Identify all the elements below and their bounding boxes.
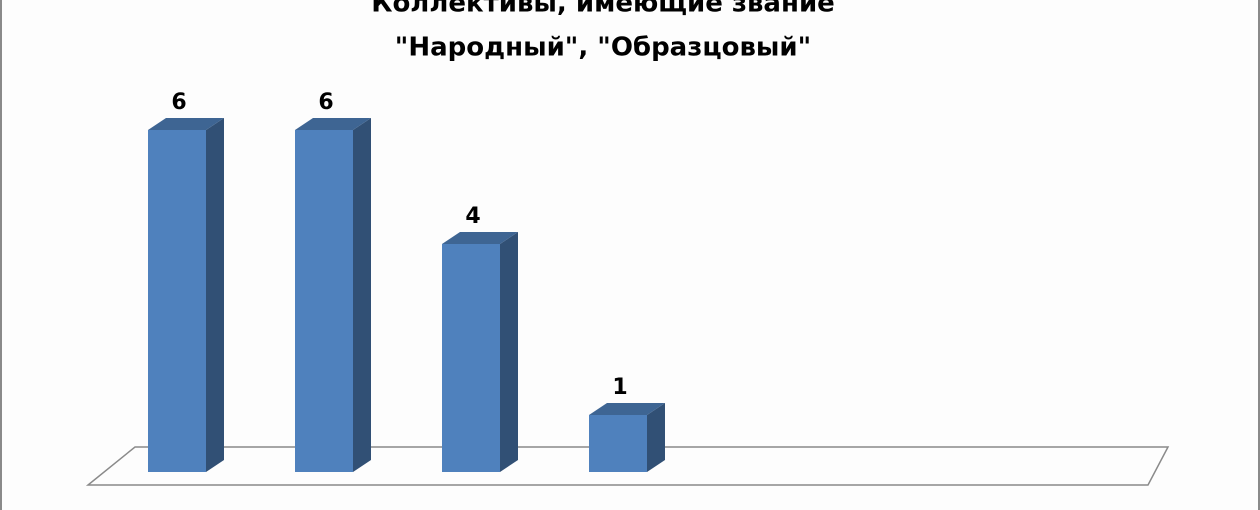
bar: [442, 232, 518, 472]
bar-front: [589, 415, 647, 472]
data-label: 6: [318, 90, 333, 115]
chart-title: Коллективы, имеющие звание: [371, 0, 835, 19]
data-label: 1: [612, 375, 627, 400]
bar: [589, 403, 665, 472]
bar: [148, 118, 224, 472]
bar-top: [589, 403, 665, 415]
data-label: 4: [465, 204, 480, 229]
bar-side: [500, 232, 518, 472]
data-label: 6: [171, 90, 186, 115]
bar-front: [295, 130, 353, 472]
bar-front: [148, 130, 206, 472]
bar-top: [148, 118, 224, 130]
bar-top: [295, 118, 371, 130]
bar-side: [353, 118, 371, 472]
bar-side: [206, 118, 224, 472]
bar-side: [647, 403, 665, 472]
bar-top: [442, 232, 518, 244]
chart-title: "Народный", "Образцовый": [395, 33, 811, 63]
bar: [295, 118, 371, 472]
bar-front: [442, 244, 500, 472]
